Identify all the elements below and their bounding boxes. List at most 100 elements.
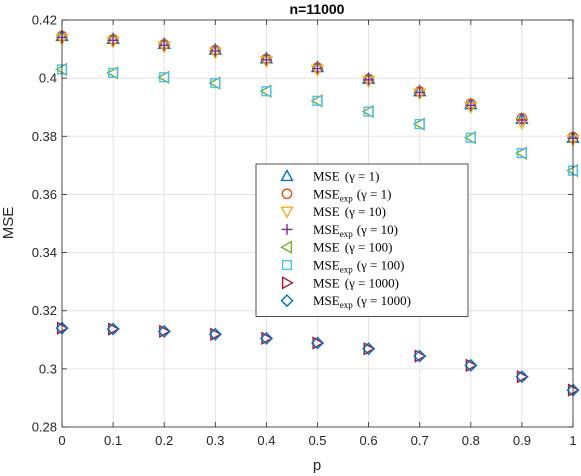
legend-main: MSE bbox=[313, 275, 340, 290]
legend-param: (γ = 1000) bbox=[357, 293, 411, 308]
y-tick-label: 0.42 bbox=[32, 13, 57, 28]
y-tick-label: 0.3 bbox=[39, 361, 57, 376]
legend-marker bbox=[280, 169, 294, 182]
data-point bbox=[56, 321, 69, 335]
data-marks bbox=[55, 29, 580, 397]
legend-main: MSE bbox=[313, 293, 340, 308]
data-point bbox=[567, 383, 580, 397]
data-point bbox=[261, 86, 272, 97]
data-point bbox=[516, 370, 529, 384]
legend-label: MSEexp (γ = 1000) bbox=[313, 293, 411, 310]
legend-marker bbox=[280, 294, 294, 308]
data-point bbox=[159, 72, 170, 83]
legend-label: MSEexp (γ = 100) bbox=[313, 258, 404, 275]
legend-label: MSE (γ = 10) bbox=[313, 204, 386, 219]
legend-item: MSE (γ = 1000) bbox=[281, 275, 399, 290]
data-point bbox=[414, 86, 426, 98]
data-point bbox=[312, 336, 325, 350]
data-point bbox=[107, 34, 119, 46]
legend-marker bbox=[281, 223, 293, 235]
legend-item: MSE (γ = 100) bbox=[280, 240, 392, 255]
legend-param: (γ = 100) bbox=[357, 258, 405, 273]
data-point bbox=[312, 63, 323, 75]
legend-box bbox=[255, 163, 469, 317]
legend-main: MSE bbox=[313, 240, 340, 255]
legend-main: MSE bbox=[313, 222, 340, 237]
legend-main: MSE bbox=[313, 186, 340, 201]
data-point bbox=[210, 327, 223, 341]
legend-marker bbox=[281, 259, 293, 271]
legend-marker bbox=[281, 188, 293, 200]
legend-label: MSEexp (γ = 1) bbox=[313, 186, 391, 203]
data-point bbox=[516, 114, 528, 126]
y-axis-label: MSE bbox=[0, 207, 17, 240]
legend-item: MSEexp (γ = 10) bbox=[281, 222, 398, 239]
x-tick-label: 0.6 bbox=[360, 433, 378, 448]
data-point bbox=[210, 77, 221, 89]
legend-subscript: exp bbox=[340, 300, 353, 310]
data-point bbox=[363, 74, 375, 86]
legend-label: MSE (γ = 100) bbox=[313, 240, 392, 255]
data-point bbox=[414, 349, 427, 363]
series-7 bbox=[55, 321, 580, 397]
legend-marker bbox=[280, 206, 294, 219]
data-point bbox=[158, 39, 170, 51]
data-point bbox=[362, 342, 376, 356]
data-point bbox=[107, 67, 119, 79]
y-tick-label: 0.36 bbox=[32, 187, 57, 202]
legend-param: (γ = 100) bbox=[345, 240, 393, 255]
data-point bbox=[106, 322, 120, 336]
legend-item: MSEexp (γ = 1000) bbox=[280, 293, 411, 310]
y-tick-label: 0.4 bbox=[39, 71, 57, 86]
y-tick-label: 0.28 bbox=[32, 420, 57, 435]
x-axis-label: p bbox=[313, 457, 321, 474]
legend-param: (γ = 1000) bbox=[345, 275, 399, 290]
x-tick-label: 0.2 bbox=[155, 433, 173, 448]
legend-item: MSEexp (γ = 100) bbox=[281, 258, 404, 275]
legend-subscript: exp bbox=[340, 265, 353, 275]
legend-param: (γ = 10) bbox=[357, 222, 398, 237]
y-tick-label: 0.32 bbox=[32, 303, 57, 318]
data-point bbox=[311, 336, 324, 350]
data-point bbox=[464, 358, 478, 372]
legend-main: MSE bbox=[313, 258, 340, 273]
data-point bbox=[209, 45, 221, 57]
data-point bbox=[157, 324, 171, 338]
legend-item: MSEexp (γ = 1) bbox=[281, 186, 391, 203]
y-tick-label: 0.34 bbox=[32, 245, 57, 260]
legend: MSE (γ = 1)MSEexp (γ = 1)MSE (γ = 10)MSEexp… bbox=[255, 163, 469, 317]
legend-label: MSE (γ = 1) bbox=[313, 169, 379, 184]
data-point bbox=[413, 349, 427, 363]
y-tick-label: 0.38 bbox=[32, 129, 57, 144]
chart-title: n=11000 bbox=[290, 1, 345, 17]
data-point bbox=[465, 99, 477, 111]
x-tick-label: 0.8 bbox=[462, 433, 480, 448]
data-point bbox=[516, 148, 528, 159]
data-point bbox=[363, 342, 376, 356]
plot-frame bbox=[61, 19, 574, 428]
data-point bbox=[159, 324, 172, 339]
data-point bbox=[261, 331, 274, 346]
data-point bbox=[515, 370, 529, 384]
data-point bbox=[414, 118, 425, 130]
data-point bbox=[259, 331, 273, 345]
legend-main: MSE bbox=[313, 169, 340, 184]
x-tick-label: 0.5 bbox=[308, 433, 326, 448]
legend-label: MSE (γ = 1000) bbox=[313, 275, 399, 290]
tick-labels: 0 0.1 0.2 0.3 0.4 0.5 0.6 0.7 0.8 0.9 1 0.28 0.3 0.32… bbox=[32, 13, 577, 449]
legend-marker bbox=[281, 276, 294, 290]
legend-item: MSE (γ = 10) bbox=[280, 204, 386, 219]
series-3 bbox=[56, 31, 579, 144]
legend-param: (γ = 1) bbox=[345, 169, 380, 184]
legend-param: (γ = 1) bbox=[357, 186, 392, 201]
data-point bbox=[312, 95, 323, 106]
legend-subscript: exp bbox=[340, 229, 353, 239]
data-point bbox=[465, 358, 478, 373]
x-tick-label: 0.9 bbox=[513, 433, 531, 448]
x-tick-label: 0.7 bbox=[411, 433, 429, 448]
data-point bbox=[260, 54, 272, 66]
data-point bbox=[465, 132, 476, 143]
legend-marker bbox=[280, 240, 293, 254]
legend-label: MSEexp (γ = 10) bbox=[313, 222, 398, 239]
x-tick-label: 0.4 bbox=[257, 433, 275, 448]
